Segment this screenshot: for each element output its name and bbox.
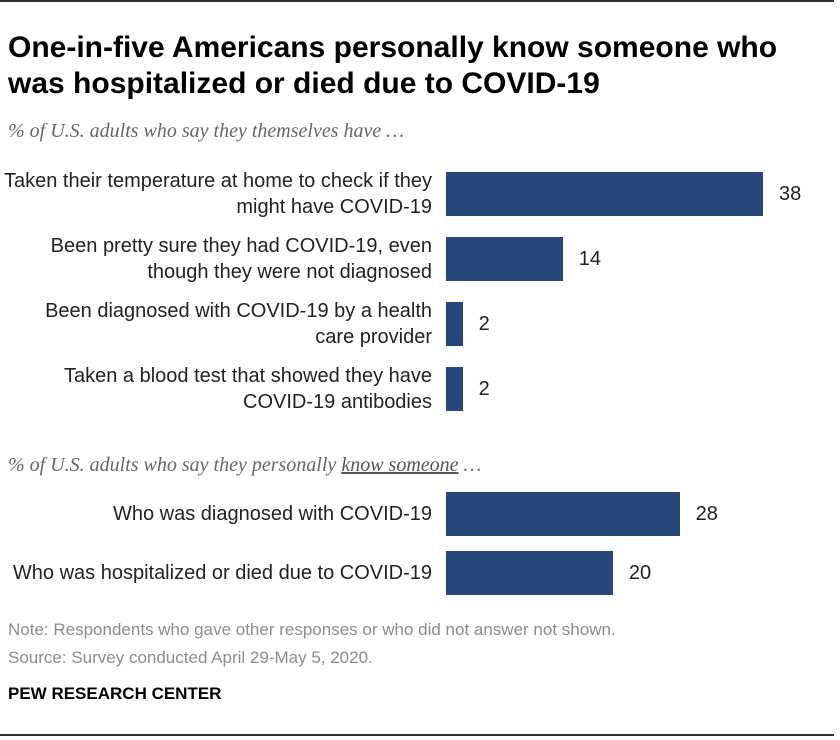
value-label: 28 xyxy=(695,503,718,525)
value-label: 38 xyxy=(779,183,802,205)
subtitle-know-someone: % of U.S. adults who say they personally… xyxy=(8,454,482,476)
note-text: Note: Respondents who gave other respons… xyxy=(8,620,616,639)
value-label: 20 xyxy=(628,562,652,584)
chart-title: One-in-five Americans personally know so… xyxy=(8,31,778,100)
value-label: 2 xyxy=(478,378,490,400)
top-rule xyxy=(0,0,834,2)
value-label: 14 xyxy=(578,248,602,270)
bar xyxy=(446,367,463,411)
bar xyxy=(446,237,563,281)
category-label: Who was hospitalized or died due to COVI… xyxy=(12,562,432,584)
bar xyxy=(446,492,680,536)
bottom-rule xyxy=(0,734,834,736)
bar xyxy=(446,172,763,216)
bar xyxy=(446,551,613,595)
category-label: Taken a blood test that showed they have… xyxy=(63,365,432,413)
subtitle-emphasis: know someone xyxy=(341,454,459,476)
category-label: Been diagnosed with COVID-19 by a health… xyxy=(45,300,432,348)
category-label: Who was diagnosed with COVID-19 xyxy=(112,503,432,525)
category-label: Been pretty sure they had COVID-19, even… xyxy=(50,235,432,283)
bar xyxy=(446,302,463,346)
source-text: Source: Survey conducted April 29-May 5,… xyxy=(8,648,373,667)
category-label: Taken their temperature at home to check… xyxy=(4,170,432,218)
subtitle-self: % of U.S. adults who say they themselves… xyxy=(8,120,405,142)
value-label: 2 xyxy=(478,313,490,335)
brand-name: PEW RESEARCH CENTER xyxy=(8,684,222,703)
